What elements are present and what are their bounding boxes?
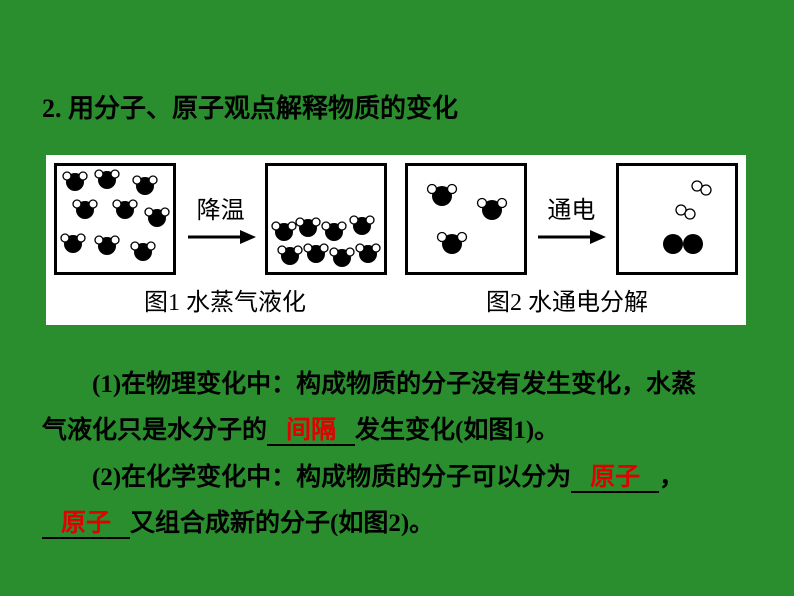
diagram-box-decomposed xyxy=(616,163,738,275)
diagram-panel: 降温 xyxy=(46,155,746,325)
blank-3: 原子 xyxy=(42,510,130,539)
p1-line1: (1)在物理变化中：构成物质的分子没有发生变化，水蒸 xyxy=(42,362,696,408)
section-heading: 2. 用分子、原子观点解释物质的变化 xyxy=(42,88,458,125)
fill-1: 间隔 xyxy=(286,417,336,444)
diagram-row: 降温 xyxy=(54,161,738,276)
water-molecules-icon xyxy=(408,166,524,272)
vapor-molecules-icon xyxy=(57,166,173,272)
fill-2: 原子 xyxy=(590,464,640,491)
p1-before-blank: 气液化只是水分子的 xyxy=(42,417,267,444)
p2-after-blank: 又组合成新的分子(如图2)。 xyxy=(130,510,434,537)
fill-3: 原子 xyxy=(61,510,111,537)
arrow-label-cooling: 降温 xyxy=(197,190,245,225)
decomposed-atoms-icon xyxy=(619,166,735,272)
p2-comma: ， xyxy=(659,464,684,491)
diagram-box-vapor xyxy=(54,163,176,275)
arrow-electrolysis: 通电 xyxy=(536,190,606,247)
caption-fig2: 图2 水通电分解 xyxy=(486,282,648,317)
p1-after-blank: 发生变化(如图1)。 xyxy=(355,417,559,444)
paragraph-2: (2)在化学变化中：构成物质的分子可以分为原子， 原子又组合成新的分子(如图2)… xyxy=(42,455,752,548)
arrow-label-electrolysis: 通电 xyxy=(547,190,595,225)
arrow-cooling: 降温 xyxy=(186,190,256,247)
arrow-right-icon xyxy=(536,227,606,247)
paragraph-1: (1)在物理变化中：构成物质的分子没有发生变化，水蒸 气液化只是水分子的间隔发生… xyxy=(42,362,752,455)
liquid-molecules-icon xyxy=(268,166,384,272)
diagram-box-water xyxy=(405,163,527,275)
blank-2: 原子 xyxy=(571,464,659,493)
p2-before-blank: (2)在化学变化中：构成物质的分子可以分为 xyxy=(42,455,571,501)
arrow-right-icon xyxy=(186,227,256,247)
caption-fig1: 图1 水蒸气液化 xyxy=(144,282,306,317)
diagram-box-liquid xyxy=(265,163,387,275)
blank-1: 间隔 xyxy=(267,417,355,446)
diagram-captions: 图1 水蒸气液化 图2 水通电分解 xyxy=(54,282,738,317)
